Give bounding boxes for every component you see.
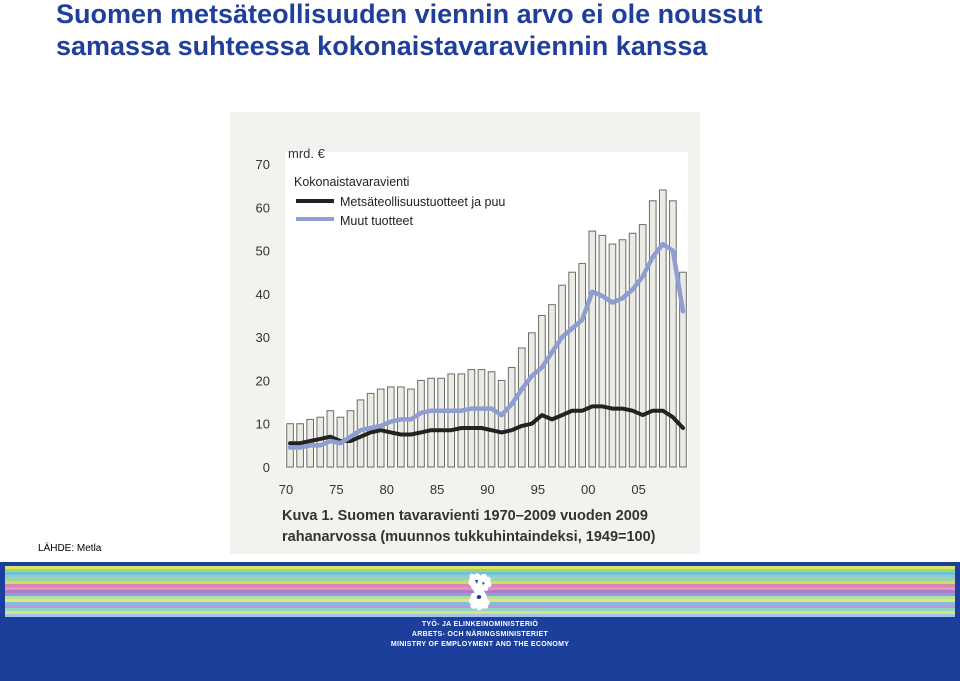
bar-total-exports (457, 373, 466, 468)
footer-stripe (5, 572, 955, 575)
bar-total-exports (528, 332, 536, 468)
footer-stripe (5, 614, 955, 617)
title-line-1: Suomen metsäteollisuuden viennin arvo ei… (56, 0, 763, 29)
bar-total-exports (437, 377, 445, 468)
bar-total-exports (618, 239, 627, 468)
bar-total-exports (497, 379, 506, 468)
bar-total-exports (477, 369, 486, 468)
bar-total-exports (608, 243, 617, 468)
ministry-name-sv: ARBETS- OCH NÄRINGSMINISTERIET (411, 631, 549, 638)
bar-total-exports (679, 271, 687, 468)
bar-total-exports (658, 189, 667, 468)
x-tick-label: 80 (380, 482, 394, 497)
y-tick-label: 50 (256, 244, 270, 259)
chart-figure: 0 10 20 30 40 50 60 70 mrd. € 70 75 80 85 90 95 00 05 Kok… (230, 112, 700, 554)
legend-label-forest: Metsäteollisuustuotteet ja puu (340, 195, 505, 209)
bar-total-exports (427, 377, 435, 468)
x-tick-label: 85 (430, 482, 444, 497)
lion-crest-icon (468, 573, 492, 611)
footer-stripe (5, 611, 955, 614)
line-other-products (287, 241, 686, 450)
bar-total-exports (507, 366, 516, 468)
x-tick-label: 70 (279, 482, 293, 497)
x-tick-label: 05 (631, 482, 645, 497)
bar-total-exports (568, 271, 576, 468)
title-line-2: samassa suhteessa kokonaistavaraviennin … (56, 31, 708, 61)
y-tick-label: 40 (256, 287, 270, 302)
bar-total-exports (588, 230, 597, 468)
x-tick-label: 90 (480, 482, 494, 497)
bar-total-exports (578, 263, 587, 468)
bar-total-exports (397, 386, 405, 468)
y-tick-label: 20 (256, 373, 270, 388)
footer-stripe (5, 569, 955, 572)
y-tick-label: 10 (256, 417, 270, 432)
footer-banner: TYÖ- JA ELINKEINOMINISTERIÖ ARBETS- OCH … (0, 562, 960, 681)
ministry-name-en: MINISTRY OF EMPLOYMENT AND THE ECONOMY (390, 641, 570, 648)
source-note: LÄHDE: Metla (38, 543, 102, 554)
ministry-name-fi: TYÖ- JA ELINKEINOMINISTERIÖ (421, 621, 539, 628)
y-tick-label: 60 (256, 200, 270, 215)
line-forest-industry (288, 404, 685, 446)
chart-caption-line-2: rahanarvossa (muunnos tukkuhintaindeksi,… (282, 529, 656, 545)
x-tick-label: 75 (329, 482, 343, 497)
x-tick-label: 95 (531, 482, 545, 497)
bar-total-exports (598, 234, 607, 468)
bar-total-exports (447, 373, 456, 468)
y-tick-label: 30 (256, 330, 270, 345)
bar-total-exports (386, 386, 395, 468)
export-chart: 0 10 20 30 40 50 60 70 mrd. € 70 75 80 85 90 95 00 05 Kok… (256, 146, 688, 545)
bar-total-exports (467, 369, 476, 468)
bar-total-exports (417, 379, 425, 468)
bar-total-exports (669, 200, 677, 468)
ministry-name: TYÖ- JA ELINKEINOMINISTERIÖ ARBETS- OCH … (0, 620, 960, 650)
bar-total-exports (548, 304, 556, 468)
y-tick-label: 70 (256, 157, 270, 172)
bar-total-exports (558, 284, 566, 468)
bar-total-exports (487, 371, 496, 468)
footer-stripe (5, 566, 955, 569)
x-tick-label: 00 (581, 482, 595, 497)
bar-total-exports (638, 224, 647, 468)
legend-label-other: Muut tuotteet (340, 214, 413, 228)
legend-label-total: Kokonaistavaravienti (294, 175, 409, 189)
y-axis-unit: mrd. € (288, 146, 326, 161)
bar-total-exports (407, 388, 415, 468)
chart-caption-line-1: Kuva 1. Suomen tavaravienti 1970–2009 vu… (282, 508, 648, 524)
bar-total-exports (517, 347, 526, 468)
bar-total-exports (628, 232, 637, 468)
bar-total-exports (538, 315, 546, 468)
bar-total-exports (648, 200, 657, 468)
slide-title: Suomen metsäteollisuuden viennin arvo ei… (56, 0, 956, 62)
y-tick-label: 0 (263, 460, 270, 475)
